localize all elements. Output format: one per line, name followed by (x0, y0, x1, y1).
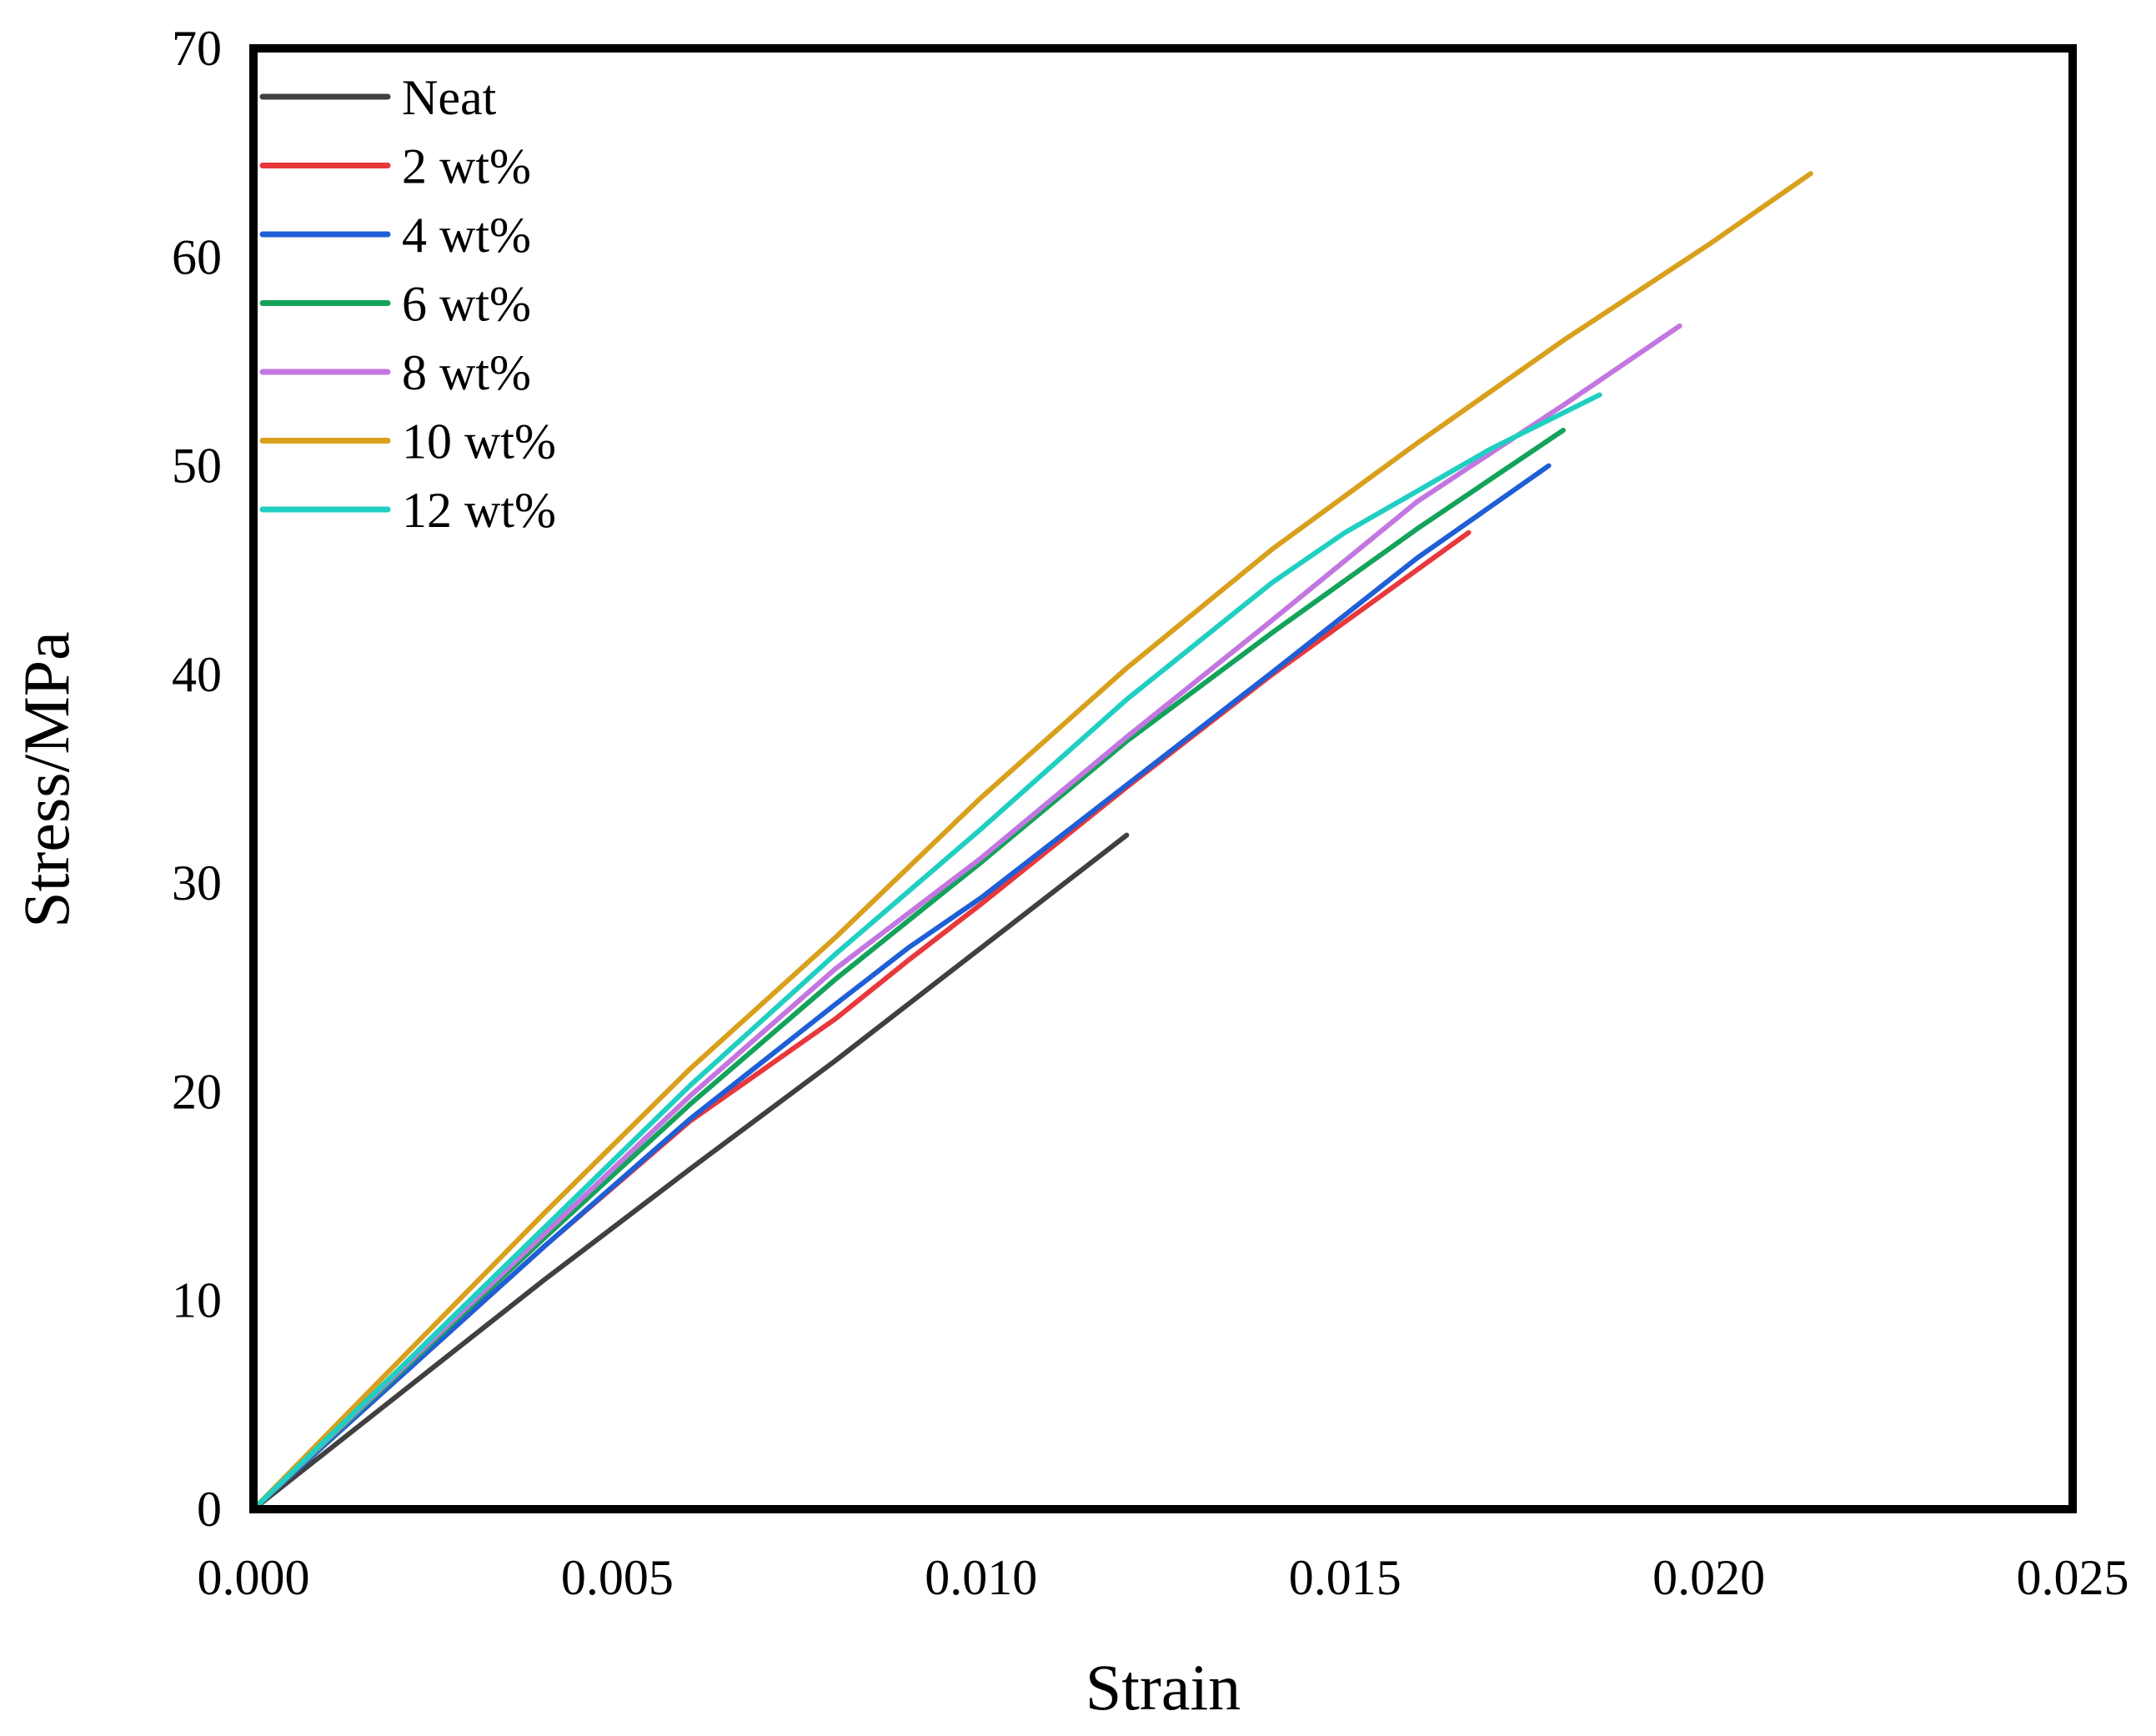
legend-label: 10 wt% (402, 414, 556, 469)
series-line-4-wt- (251, 463, 1552, 1512)
y-tick-label: 40 (172, 647, 222, 702)
x-tick-label: 0.025 (2017, 1550, 2129, 1605)
y-tick-label: 50 (172, 439, 222, 494)
plot-frame (249, 44, 2077, 1513)
y-axis-label: Stress/MPa (10, 631, 83, 927)
y-tick-label: 60 (172, 229, 222, 284)
x-tick-label: 0.010 (925, 1550, 1037, 1605)
plot-lines (251, 171, 1813, 1512)
x-tick-label: 0.005 (561, 1550, 674, 1605)
legend-label: Neat (402, 70, 497, 125)
x-axis-ticks: 0.000 0.005 0.010 0.015 0.020 0.025 (198, 1550, 2129, 1605)
y-axis-ticks: 0 10 20 30 40 50 60 70 (172, 21, 222, 1537)
series-line-12-wt- (251, 392, 1602, 1512)
legend-label: 8 wt% (402, 345, 531, 400)
y-tick-label: 70 (172, 21, 222, 76)
legend-label: 6 wt% (402, 277, 531, 332)
x-tick-label: 0.015 (1289, 1550, 1401, 1605)
series-line-8-wt- (251, 323, 1682, 1512)
y-tick-label: 20 (172, 1064, 222, 1119)
legend-label: 4 wt% (402, 208, 531, 263)
legend: Neat 2 wt% 4 wt% 6 wt% 8 wt% 10 wt% 12 wt% (259, 70, 556, 538)
x-tick-label: 0.000 (198, 1550, 310, 1605)
x-tick-label: 0.020 (1652, 1550, 1765, 1605)
legend-label: 12 wt% (402, 483, 556, 538)
x-axis-label: Strain (1086, 1651, 1241, 1723)
y-tick-label: 0 (197, 1482, 222, 1537)
legend-label: 2 wt% (402, 139, 531, 194)
y-tick-label: 30 (172, 855, 222, 911)
series-line-10-wt- (251, 171, 1813, 1512)
series-line-neat (251, 832, 1130, 1512)
y-tick-label: 10 (172, 1273, 222, 1328)
